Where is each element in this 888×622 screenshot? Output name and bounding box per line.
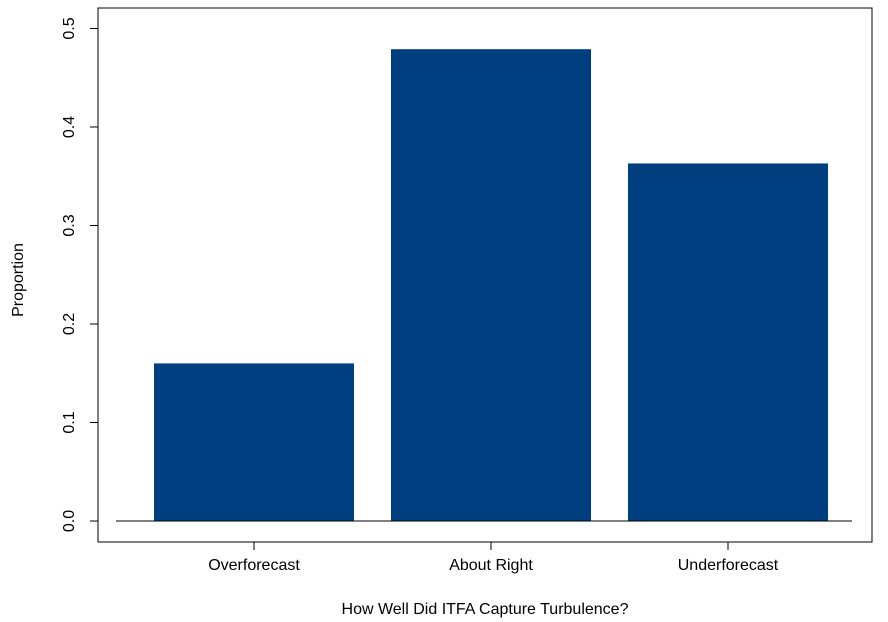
x-axis-label: How Well Did ITFA Capture Turbulence? — [342, 601, 629, 618]
y-axis-ticks: 0.0 0.1 0.2 0.3 0.4 0.5 — [61, 17, 98, 532]
bar-overforecast — [154, 363, 354, 521]
bar-underforecast — [628, 163, 828, 521]
x-tick-label: Overforecast — [208, 557, 300, 574]
y-tick-label: 0.3 — [61, 214, 78, 236]
y-tick-label: 0.5 — [61, 17, 78, 39]
x-axis-ticks: Overforecast About Right Underforecast — [208, 542, 779, 574]
y-axis-label: Proportion — [10, 243, 27, 317]
y-tick-label: 0.2 — [61, 313, 78, 335]
bars-group — [154, 49, 828, 522]
bar-about-right — [391, 49, 591, 522]
x-tick-label: Underforecast — [678, 557, 779, 574]
x-tick-label: About Right — [449, 557, 533, 574]
y-tick-label: 0.1 — [61, 411, 78, 433]
plot-frame — [97, 7, 873, 543]
y-tick-label: 0.4 — [61, 116, 78, 138]
y-tick-label: 0.0 — [61, 510, 78, 532]
